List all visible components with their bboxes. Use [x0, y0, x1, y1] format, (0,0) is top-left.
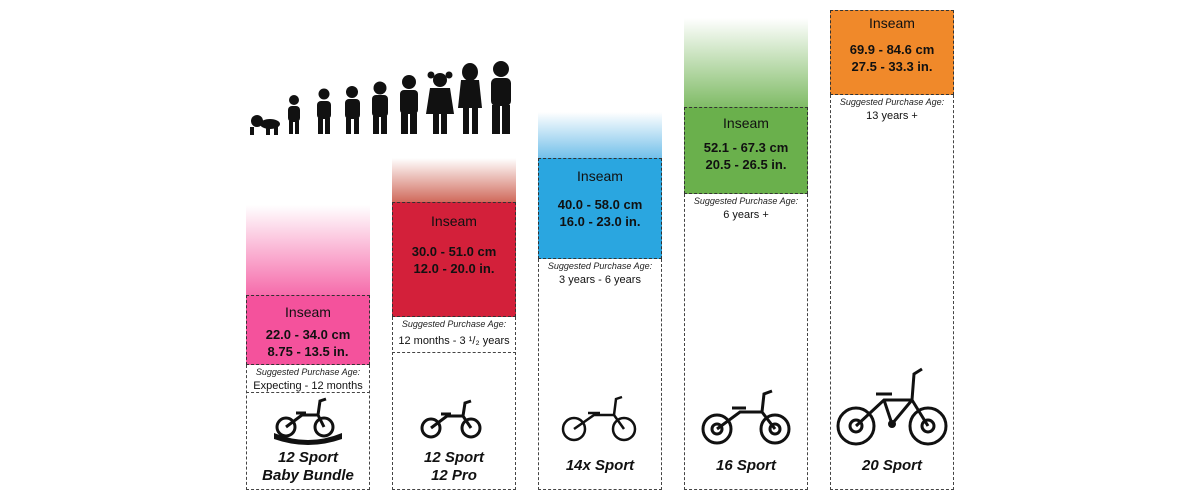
inseam-box: Inseam 69.9 - 84.6 cm 27.5 - 33.3 in. [830, 10, 954, 95]
balance-bike-with-rocker-icon [274, 397, 342, 445]
inseam-label: Inseam [869, 15, 915, 31]
age-value: Expecting - 12 months [253, 380, 363, 392]
age-label: Suggested Purchase Age: [401, 319, 507, 329]
inseam-label: Inseam [285, 304, 331, 320]
child-growth-silhouettes [250, 61, 511, 135]
child-silhouette-4 [372, 81, 388, 134]
model-card: Suggested Purchase Age: Expecting - 12 m… [246, 365, 370, 490]
age-value: 3 years - 6 years [559, 274, 641, 286]
divider [392, 352, 516, 353]
inseam-in: 8.75 - 13.5 in. [267, 344, 349, 359]
older-boy-silhouette [491, 61, 511, 134]
model-name: 14x Sport [538, 457, 662, 475]
divider [246, 392, 370, 393]
inseam-cm: 22.0 - 34.0 cm [265, 327, 351, 342]
inseam-in: 16.0 - 23.0 in. [559, 214, 641, 229]
older-girl-silhouette [458, 63, 482, 134]
model-card: Suggested Purchase Age: 12 months - 3 ¹/… [392, 317, 516, 490]
age-label: Suggested Purchase Age: [839, 97, 945, 107]
inseam-box: Inseam 52.1 - 67.3 cm 20.5 - 26.5 in. [684, 107, 808, 194]
child-silhouette-5 [400, 75, 418, 134]
balance-bike-icon [420, 399, 482, 439]
pink-gradient-fade [246, 205, 370, 295]
blue-gradient-fade [538, 112, 662, 158]
model-name-line1: 12 Sport [423, 449, 484, 466]
girl-silhouette [426, 71, 454, 134]
model-name-line2: 12 Pro [431, 467, 477, 484]
model-card: Suggested Purchase Age: 6 years + [684, 194, 808, 490]
balance-bike-icon [561, 395, 637, 442]
red-gradient-fade [392, 158, 516, 202]
inseam-label: Inseam [723, 115, 769, 131]
inseam-in: 12.0 - 20.0 in. [413, 261, 495, 276]
model-name-line1: 16 Sport [715, 457, 776, 474]
child-silhouette-2 [317, 88, 331, 134]
inseam-label: Inseam [431, 213, 477, 229]
inseam-box: Inseam 30.0 - 51.0 cm 12.0 - 20.0 in. [392, 202, 516, 317]
crawling-baby-silhouette [250, 115, 280, 135]
inseam-cm: 69.9 - 84.6 cm [849, 42, 935, 57]
model-name-line2: Baby Bundle [262, 467, 354, 484]
toddler-silhouette [288, 95, 300, 134]
inseam-in: 27.5 - 33.3 in. [851, 59, 933, 74]
model-name: 12 Sport 12 Pro [392, 449, 516, 485]
age-value: 12 months - 3 ¹/₂ years [398, 335, 510, 347]
age-label: Suggested Purchase Age: [693, 196, 799, 206]
model-name: 20 Sport [830, 457, 954, 475]
inseam-cm: 52.1 - 67.3 cm [703, 140, 789, 155]
green-gradient-fade [684, 18, 808, 107]
model-card: Suggested Purchase Age: 3 years - 6 year… [538, 259, 662, 490]
age-label: Suggested Purchase Age: [255, 367, 361, 377]
model-name: 16 Sport [684, 457, 808, 475]
model-name-line1: 20 Sport [861, 457, 922, 474]
age-value: 13 years + [866, 110, 918, 122]
model-name-line1: 12 Sport [277, 449, 338, 466]
inseam-cm: 30.0 - 51.0 cm [411, 244, 497, 259]
inseam-box: Inseam 40.0 - 58.0 cm 16.0 - 23.0 in. [538, 158, 662, 259]
age-label: Suggested Purchase Age: [547, 261, 653, 271]
model-card: Suggested Purchase Age: 13 years + [830, 95, 954, 490]
inseam-in: 20.5 - 26.5 in. [705, 157, 787, 172]
age-value: 6 years + [723, 209, 769, 221]
model-name-line1: 14x Sport [565, 457, 635, 474]
balance-bike-icon [701, 389, 791, 445]
bike-with-pedals-icon [836, 367, 948, 446]
child-silhouette-3 [345, 86, 360, 134]
model-name: 12 Sport Baby Bundle [246, 449, 370, 485]
inseam-cm: 40.0 - 58.0 cm [557, 197, 643, 212]
inseam-box: Inseam 22.0 - 34.0 cm 8.75 - 13.5 in. [246, 295, 370, 365]
inseam-label: Inseam [577, 168, 623, 184]
